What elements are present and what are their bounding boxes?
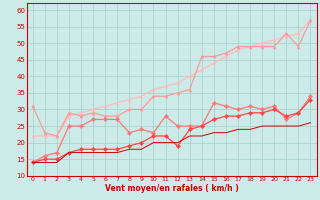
X-axis label: Vent moyen/en rafales ( km/h ): Vent moyen/en rafales ( km/h ) [105, 184, 238, 193]
